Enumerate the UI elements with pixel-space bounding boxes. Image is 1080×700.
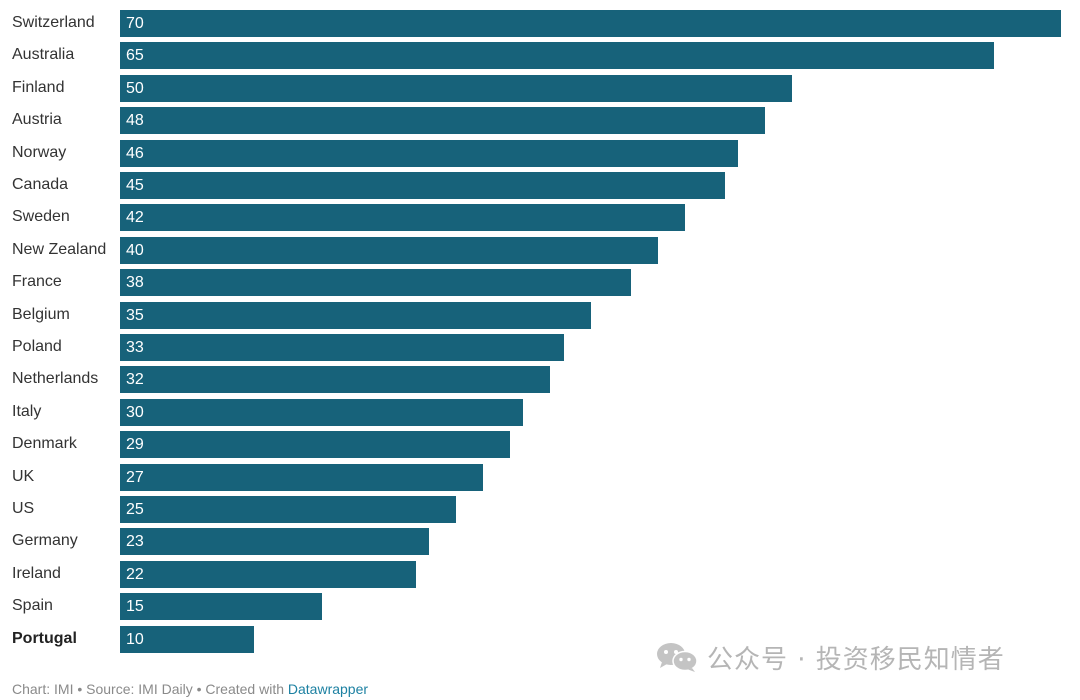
bar: 50 bbox=[120, 74, 792, 102]
bar-value-label: 25 bbox=[126, 501, 144, 518]
footer-credits: Chart: IMI • Source: IMI Daily • Created… bbox=[12, 681, 288, 697]
category-label: Germany bbox=[12, 532, 78, 550]
bar: 30 bbox=[120, 398, 523, 426]
bar: 38 bbox=[120, 269, 631, 297]
chart-footer: Chart: IMI • Source: IMI Daily • Created… bbox=[12, 680, 368, 698]
category-label: Austria bbox=[12, 111, 62, 129]
watermark: 公众号 · 投资移民知情者 bbox=[655, 640, 1005, 675]
bar: 22 bbox=[120, 560, 416, 588]
bar: 32 bbox=[120, 366, 550, 394]
category-label: France bbox=[12, 273, 62, 291]
bar-value-label: 42 bbox=[126, 209, 144, 227]
category-label: Canada bbox=[12, 176, 69, 193]
category-label: Italy bbox=[12, 402, 42, 420]
category-label: Finland bbox=[12, 78, 65, 96]
category-label: Norway bbox=[12, 143, 67, 161]
category-label: Netherlands bbox=[12, 370, 99, 388]
bar-value-label: 65 bbox=[126, 47, 144, 65]
datawrapper-link[interactable]: Datawrapper bbox=[287, 681, 369, 697]
category-label: Switzerland bbox=[12, 14, 95, 31]
category-label: Ireland bbox=[12, 564, 61, 582]
category-label: Australia bbox=[12, 46, 75, 64]
watermark-text: 公众号 · 投资移民知情者 bbox=[707, 644, 1005, 675]
bar: 29 bbox=[120, 431, 510, 459]
bar-value-label: 40 bbox=[126, 241, 144, 259]
bar-value-label: 35 bbox=[126, 306, 144, 324]
bar-value-label: 38 bbox=[126, 274, 144, 292]
bar-value-label: 46 bbox=[126, 144, 144, 162]
bar: 27 bbox=[120, 463, 483, 491]
category-label: Denmark bbox=[12, 435, 77, 453]
bar: 70 bbox=[120, 10, 1061, 37]
bar-value-label: 23 bbox=[126, 533, 144, 551]
category-label: Sweden bbox=[12, 208, 70, 226]
bar-value-label: 32 bbox=[126, 371, 144, 389]
bar-value-label: 10 bbox=[126, 630, 144, 648]
bar-value-label: 29 bbox=[126, 436, 144, 454]
bar-value-label: 30 bbox=[126, 403, 144, 421]
bar: 42 bbox=[120, 204, 685, 232]
bar-value-label: 33 bbox=[126, 339, 144, 356]
bar-value-label: 27 bbox=[126, 468, 144, 486]
bar-value-label: 50 bbox=[126, 79, 144, 97]
category-label: Poland bbox=[12, 338, 62, 355]
bar: 35 bbox=[120, 301, 591, 329]
category-label: New Zealand bbox=[12, 240, 107, 258]
bar: 33 bbox=[120, 334, 564, 361]
bar: 25 bbox=[120, 496, 456, 523]
bar: 10 bbox=[120, 625, 254, 653]
bar-value-label: 48 bbox=[126, 112, 144, 130]
category-label: UK bbox=[12, 467, 35, 485]
category-label: US bbox=[12, 500, 35, 517]
category-label: Portugal bbox=[12, 629, 77, 647]
bar-value-label: 45 bbox=[126, 177, 144, 194]
category-label: Spain bbox=[12, 597, 53, 615]
bar: 65 bbox=[120, 42, 994, 70]
bar: 23 bbox=[120, 528, 429, 556]
bar: 46 bbox=[120, 139, 738, 167]
bar-value-label: 70 bbox=[126, 15, 144, 32]
wechat-icon bbox=[657, 643, 698, 672]
category-label: Belgium bbox=[12, 305, 70, 323]
bar-value-label: 22 bbox=[126, 565, 144, 583]
bar: 40 bbox=[120, 236, 658, 264]
bar: 45 bbox=[120, 172, 725, 199]
bar: 48 bbox=[120, 107, 765, 135]
bar-value-label: 15 bbox=[126, 598, 144, 616]
bar: 15 bbox=[120, 593, 322, 621]
